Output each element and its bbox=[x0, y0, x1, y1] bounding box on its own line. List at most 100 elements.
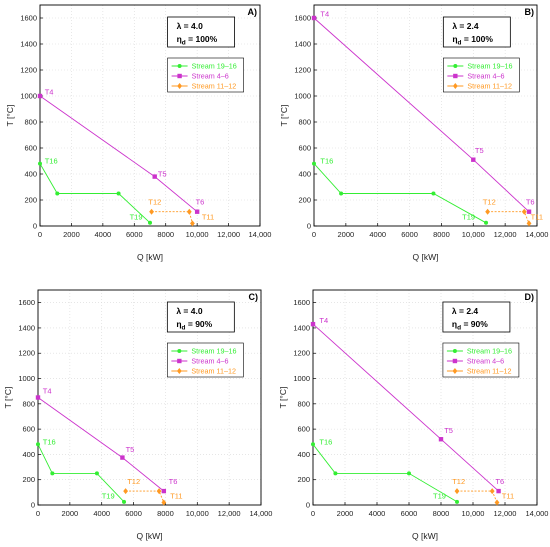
panel-label: B) bbox=[525, 7, 535, 17]
x-axis-label: Q [kW] bbox=[137, 531, 163, 541]
point-label: T4 bbox=[45, 88, 54, 97]
point-label: T12 bbox=[483, 198, 496, 207]
legend-marker bbox=[177, 358, 182, 364]
data-point-stream_19_16 bbox=[407, 471, 411, 476]
x-tick-label: 10,000 bbox=[462, 230, 485, 239]
point-label: T4 bbox=[43, 387, 52, 396]
lambda-value: λ = 2.4 bbox=[452, 21, 479, 31]
data-point-stream_4_6 bbox=[471, 157, 476, 162]
data-point-stream_11_12 bbox=[494, 499, 500, 506]
eta-subscript: d bbox=[182, 325, 186, 332]
y-tick-label: 1600 bbox=[294, 14, 311, 23]
data-point-stream_11_12 bbox=[485, 208, 491, 215]
eta-percent: = 90% bbox=[461, 319, 488, 329]
data-point-stream_19_16 bbox=[55, 191, 60, 196]
eta-symbol: η bbox=[176, 319, 181, 329]
point-label: T11 bbox=[170, 492, 182, 501]
lambda-value: λ = 4.0 bbox=[177, 21, 204, 31]
chart-panel-4: 0 2000 4000 6000 8000 10,000 12,000 14,000 0 200 4… bbox=[278, 289, 549, 541]
data-point-stream_11_12 bbox=[526, 220, 532, 227]
y-tick-label: 1600 bbox=[293, 298, 310, 307]
legend-label: Stream 11–12 bbox=[467, 367, 512, 376]
eta-symbol: η bbox=[452, 319, 457, 329]
x-tick-label: 12,000 bbox=[494, 230, 517, 239]
point-label: T6 bbox=[526, 198, 535, 207]
x-tick-label: 4000 bbox=[95, 230, 112, 239]
data-point-stream_4_6 bbox=[35, 395, 41, 400]
legend-label: Stream 11–12 bbox=[192, 82, 237, 91]
series-line-stream_19_16 bbox=[312, 444, 458, 503]
point-label: T4 bbox=[319, 316, 328, 325]
point-label: T16 bbox=[320, 157, 333, 166]
point-label: T11 bbox=[531, 213, 543, 222]
point-label: T11 bbox=[202, 213, 214, 222]
data-point-stream_4_6 bbox=[37, 93, 43, 99]
x-axis-label: Q [kW] bbox=[412, 531, 438, 541]
data-point-stream_11_12 bbox=[190, 220, 195, 227]
panel-label: A) bbox=[248, 7, 258, 17]
legend-label: Stream 19–16 bbox=[191, 347, 236, 356]
eta-percent: = 100% bbox=[462, 34, 494, 44]
data-point-stream_4_6 bbox=[152, 174, 157, 179]
data-point-stream_19_16 bbox=[339, 191, 344, 196]
y-tick-label: 0 bbox=[306, 501, 310, 510]
x-axis-label: Q [kW] bbox=[137, 252, 163, 262]
efficiency-value: ηd = 100% bbox=[177, 34, 218, 47]
legend-label: Stream 19–16 bbox=[467, 62, 512, 71]
x-tick-label: 14,000 bbox=[526, 509, 549, 518]
y-tick-label: 200 bbox=[24, 196, 37, 205]
x-tick-label: 12,000 bbox=[218, 509, 241, 518]
y-axis-label: T [°C] bbox=[5, 105, 15, 127]
data-point-stream_4_6 bbox=[311, 15, 317, 21]
point-label: T12 bbox=[127, 477, 140, 486]
data-point-stream_4_6 bbox=[161, 488, 167, 494]
x-tick-label: 0 bbox=[36, 509, 40, 518]
data-point-stream_4_6 bbox=[496, 488, 501, 494]
x-tick-label: 0 bbox=[311, 509, 315, 518]
y-tick-label: 400 bbox=[24, 170, 37, 179]
point-label: T5 bbox=[158, 170, 167, 179]
x-tick-label: 4000 bbox=[93, 509, 110, 518]
chart-panel-3: 0 2000 4000 6000 8000 10,000 12,000 14,000 0 200 4… bbox=[3, 289, 272, 541]
y-tick-label: 600 bbox=[24, 144, 37, 153]
plot-frame bbox=[39, 4, 261, 227]
point-label: T19 bbox=[433, 492, 446, 501]
point-label: T6 bbox=[495, 477, 504, 486]
x-tick-label: 14,000 bbox=[526, 230, 549, 239]
y-tick-label: 200 bbox=[298, 196, 311, 205]
x-tick-label: 6000 bbox=[126, 230, 143, 239]
data-point-stream_19_16 bbox=[148, 220, 152, 225]
y-tick-label: 1000 bbox=[18, 374, 35, 383]
y-tick-label: 200 bbox=[22, 475, 35, 484]
point-label: T16 bbox=[45, 157, 58, 166]
point-label: T12 bbox=[452, 477, 465, 486]
x-tick-label: 6000 bbox=[401, 230, 418, 239]
panel-label: D) bbox=[525, 292, 535, 302]
y-tick-label: 1000 bbox=[293, 374, 310, 383]
point-label: T16 bbox=[43, 437, 56, 446]
panel-label: C) bbox=[249, 292, 259, 302]
data-point-stream_19_16 bbox=[311, 442, 315, 447]
point-label: T16 bbox=[319, 437, 332, 446]
y-tick-label: 1400 bbox=[18, 323, 35, 332]
data-point-stream_11_12 bbox=[156, 488, 162, 495]
legend-marker bbox=[452, 83, 458, 89]
point-label: T12 bbox=[148, 198, 161, 207]
data-point-stream_11_12 bbox=[489, 488, 495, 495]
y-tick-label: 0 bbox=[31, 501, 35, 510]
eta-percent: = 100% bbox=[186, 34, 218, 44]
x-tick-label: 0 bbox=[38, 230, 42, 239]
legend-marker bbox=[452, 349, 457, 353]
data-point-stream_11_12 bbox=[454, 488, 460, 495]
y-tick-label: 1000 bbox=[294, 92, 311, 101]
y-tick-label: 800 bbox=[298, 118, 311, 127]
data-point-stream_4_6 bbox=[310, 321, 316, 327]
data-point-stream_11_12 bbox=[149, 208, 154, 215]
y-tick-label: 800 bbox=[297, 399, 310, 408]
x-tick-label: 8000 bbox=[157, 230, 174, 239]
y-tick-label: 200 bbox=[297, 475, 310, 484]
y-tick-label: 1200 bbox=[294, 66, 311, 75]
eta-subscript: d bbox=[457, 325, 461, 332]
series-line-stream_19_16 bbox=[313, 163, 487, 224]
data-point-stream_4_6 bbox=[438, 437, 444, 442]
